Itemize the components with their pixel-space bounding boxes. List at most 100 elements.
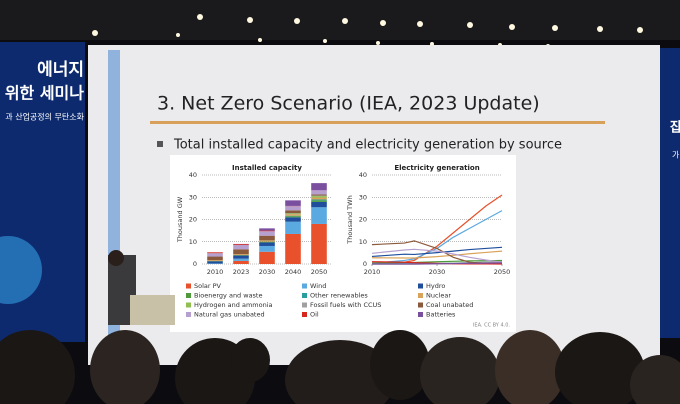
line <box>371 246 503 258</box>
y-tick-label: 30 <box>359 193 367 201</box>
bar-segment <box>207 260 223 261</box>
bar-segment <box>233 255 249 259</box>
bar-segment <box>207 256 223 261</box>
bar-segment <box>285 210 301 214</box>
y-axis-label: Thousand GW <box>176 196 184 243</box>
bar-segment <box>233 249 249 255</box>
y-axis-label: Thousand TWh <box>346 195 354 244</box>
legend-label: Nuclear <box>426 292 451 300</box>
legend-swatch <box>302 283 307 289</box>
bar-segment <box>311 196 327 198</box>
line <box>372 262 503 265</box>
legend-label: Coal unabated <box>426 301 473 309</box>
x-tick-label: 2030 <box>429 268 446 276</box>
y-tick-label: 40 <box>189 171 197 179</box>
legend-label: Hydro <box>426 282 445 290</box>
legend-label: Batteries <box>426 311 456 319</box>
bar-segment <box>311 195 327 197</box>
legend-swatch <box>186 302 191 308</box>
banner-text: 가 <box>672 151 680 160</box>
x-tick-label: 2030 <box>259 268 276 276</box>
bar-segment <box>259 235 275 241</box>
bullet-marker <box>157 141 163 147</box>
legend-label: Wind <box>310 282 326 290</box>
line <box>371 250 503 259</box>
bar-segment <box>311 199 327 201</box>
bar-segment <box>259 240 275 242</box>
legend-label: Bioenergy and waste <box>194 292 263 300</box>
y-tick-label: 10 <box>359 238 367 246</box>
bar-segment <box>259 228 275 231</box>
y-tick-label: 20 <box>189 216 197 224</box>
bar-segment <box>233 245 249 250</box>
ceiling <box>0 0 680 40</box>
legend-label: Natural gas unabated <box>194 311 265 319</box>
legend-label: Solar PV <box>194 282 222 290</box>
slide-title: 3. Net Zero Scenario (IEA, 2023 Update) <box>157 93 540 115</box>
banner-text: 잡 <box>670 121 680 136</box>
bar-segment <box>259 231 275 236</box>
bar-segment <box>259 230 275 232</box>
legend-swatch <box>418 283 423 289</box>
bar-segment <box>233 258 249 261</box>
legend-swatch <box>418 293 423 298</box>
x-tick-label: 2040 <box>285 268 302 276</box>
bar-segment <box>311 197 327 200</box>
source: IEA. CC BY 4.0. <box>473 323 510 329</box>
x-tick-label: 2050 <box>494 268 511 276</box>
banner-text: 에너지 <box>37 60 84 80</box>
legend-swatch <box>186 312 191 317</box>
bar-segment <box>207 252 223 254</box>
banner-logo <box>0 236 42 304</box>
bar-segment <box>207 261 223 264</box>
bar-segment <box>285 200 301 206</box>
y-tick-label: 10 <box>189 238 197 246</box>
bar-segment <box>233 254 249 256</box>
title-underline <box>150 121 605 124</box>
y-tick-label: 40 <box>359 171 367 179</box>
bar-segment <box>311 200 327 202</box>
bar-segment <box>311 201 327 208</box>
bar-segment <box>285 214 301 216</box>
legend-swatch <box>186 293 191 298</box>
chart-title: Electricity generation <box>394 164 479 172</box>
legend-label: Other renewables <box>310 292 368 300</box>
banner-text: 위한 세미나 <box>5 84 84 103</box>
bar-segment <box>285 217 301 222</box>
x-tick-label: 2050 <box>311 268 328 276</box>
bar-segment <box>207 253 223 257</box>
x-tick-label: 2010 <box>207 268 224 276</box>
line <box>371 248 503 263</box>
bar-segment <box>285 213 301 215</box>
bar-segment <box>285 233 301 264</box>
audience <box>0 250 680 404</box>
y-tick-label: 0 <box>363 260 367 268</box>
chart-title: Installed capacity <box>232 164 302 172</box>
bar-segment <box>311 194 327 196</box>
y-tick-label: 0 <box>193 260 197 268</box>
legend-swatch <box>302 293 307 298</box>
bar-segment <box>259 242 275 246</box>
chart-panel <box>170 155 516 332</box>
bar-segment <box>233 244 249 246</box>
legend-swatch <box>302 312 307 317</box>
bar-segment <box>311 223 327 264</box>
legend-swatch <box>186 283 191 289</box>
bar-segment <box>259 241 275 243</box>
bar-segment <box>311 207 327 224</box>
legend-swatch <box>418 312 423 317</box>
bar-segment <box>285 221 301 234</box>
y-tick-label: 20 <box>359 216 367 224</box>
banner-text: 과 산업공정의 무탄소화 <box>5 112 84 122</box>
bar-segment <box>285 206 301 211</box>
bar-segment <box>259 251 275 264</box>
legend-swatch <box>302 302 307 308</box>
bar-segment <box>285 216 301 218</box>
legend-label: Fossil fuels with CCUS <box>310 301 381 309</box>
bullet-text: Total installed capacity and electricity… <box>173 138 562 153</box>
x-tick-label: 2023 <box>233 268 250 276</box>
x-tick-label: 2010 <box>364 268 381 276</box>
legend-label: Oil <box>310 311 319 319</box>
bar-segment <box>311 183 327 191</box>
